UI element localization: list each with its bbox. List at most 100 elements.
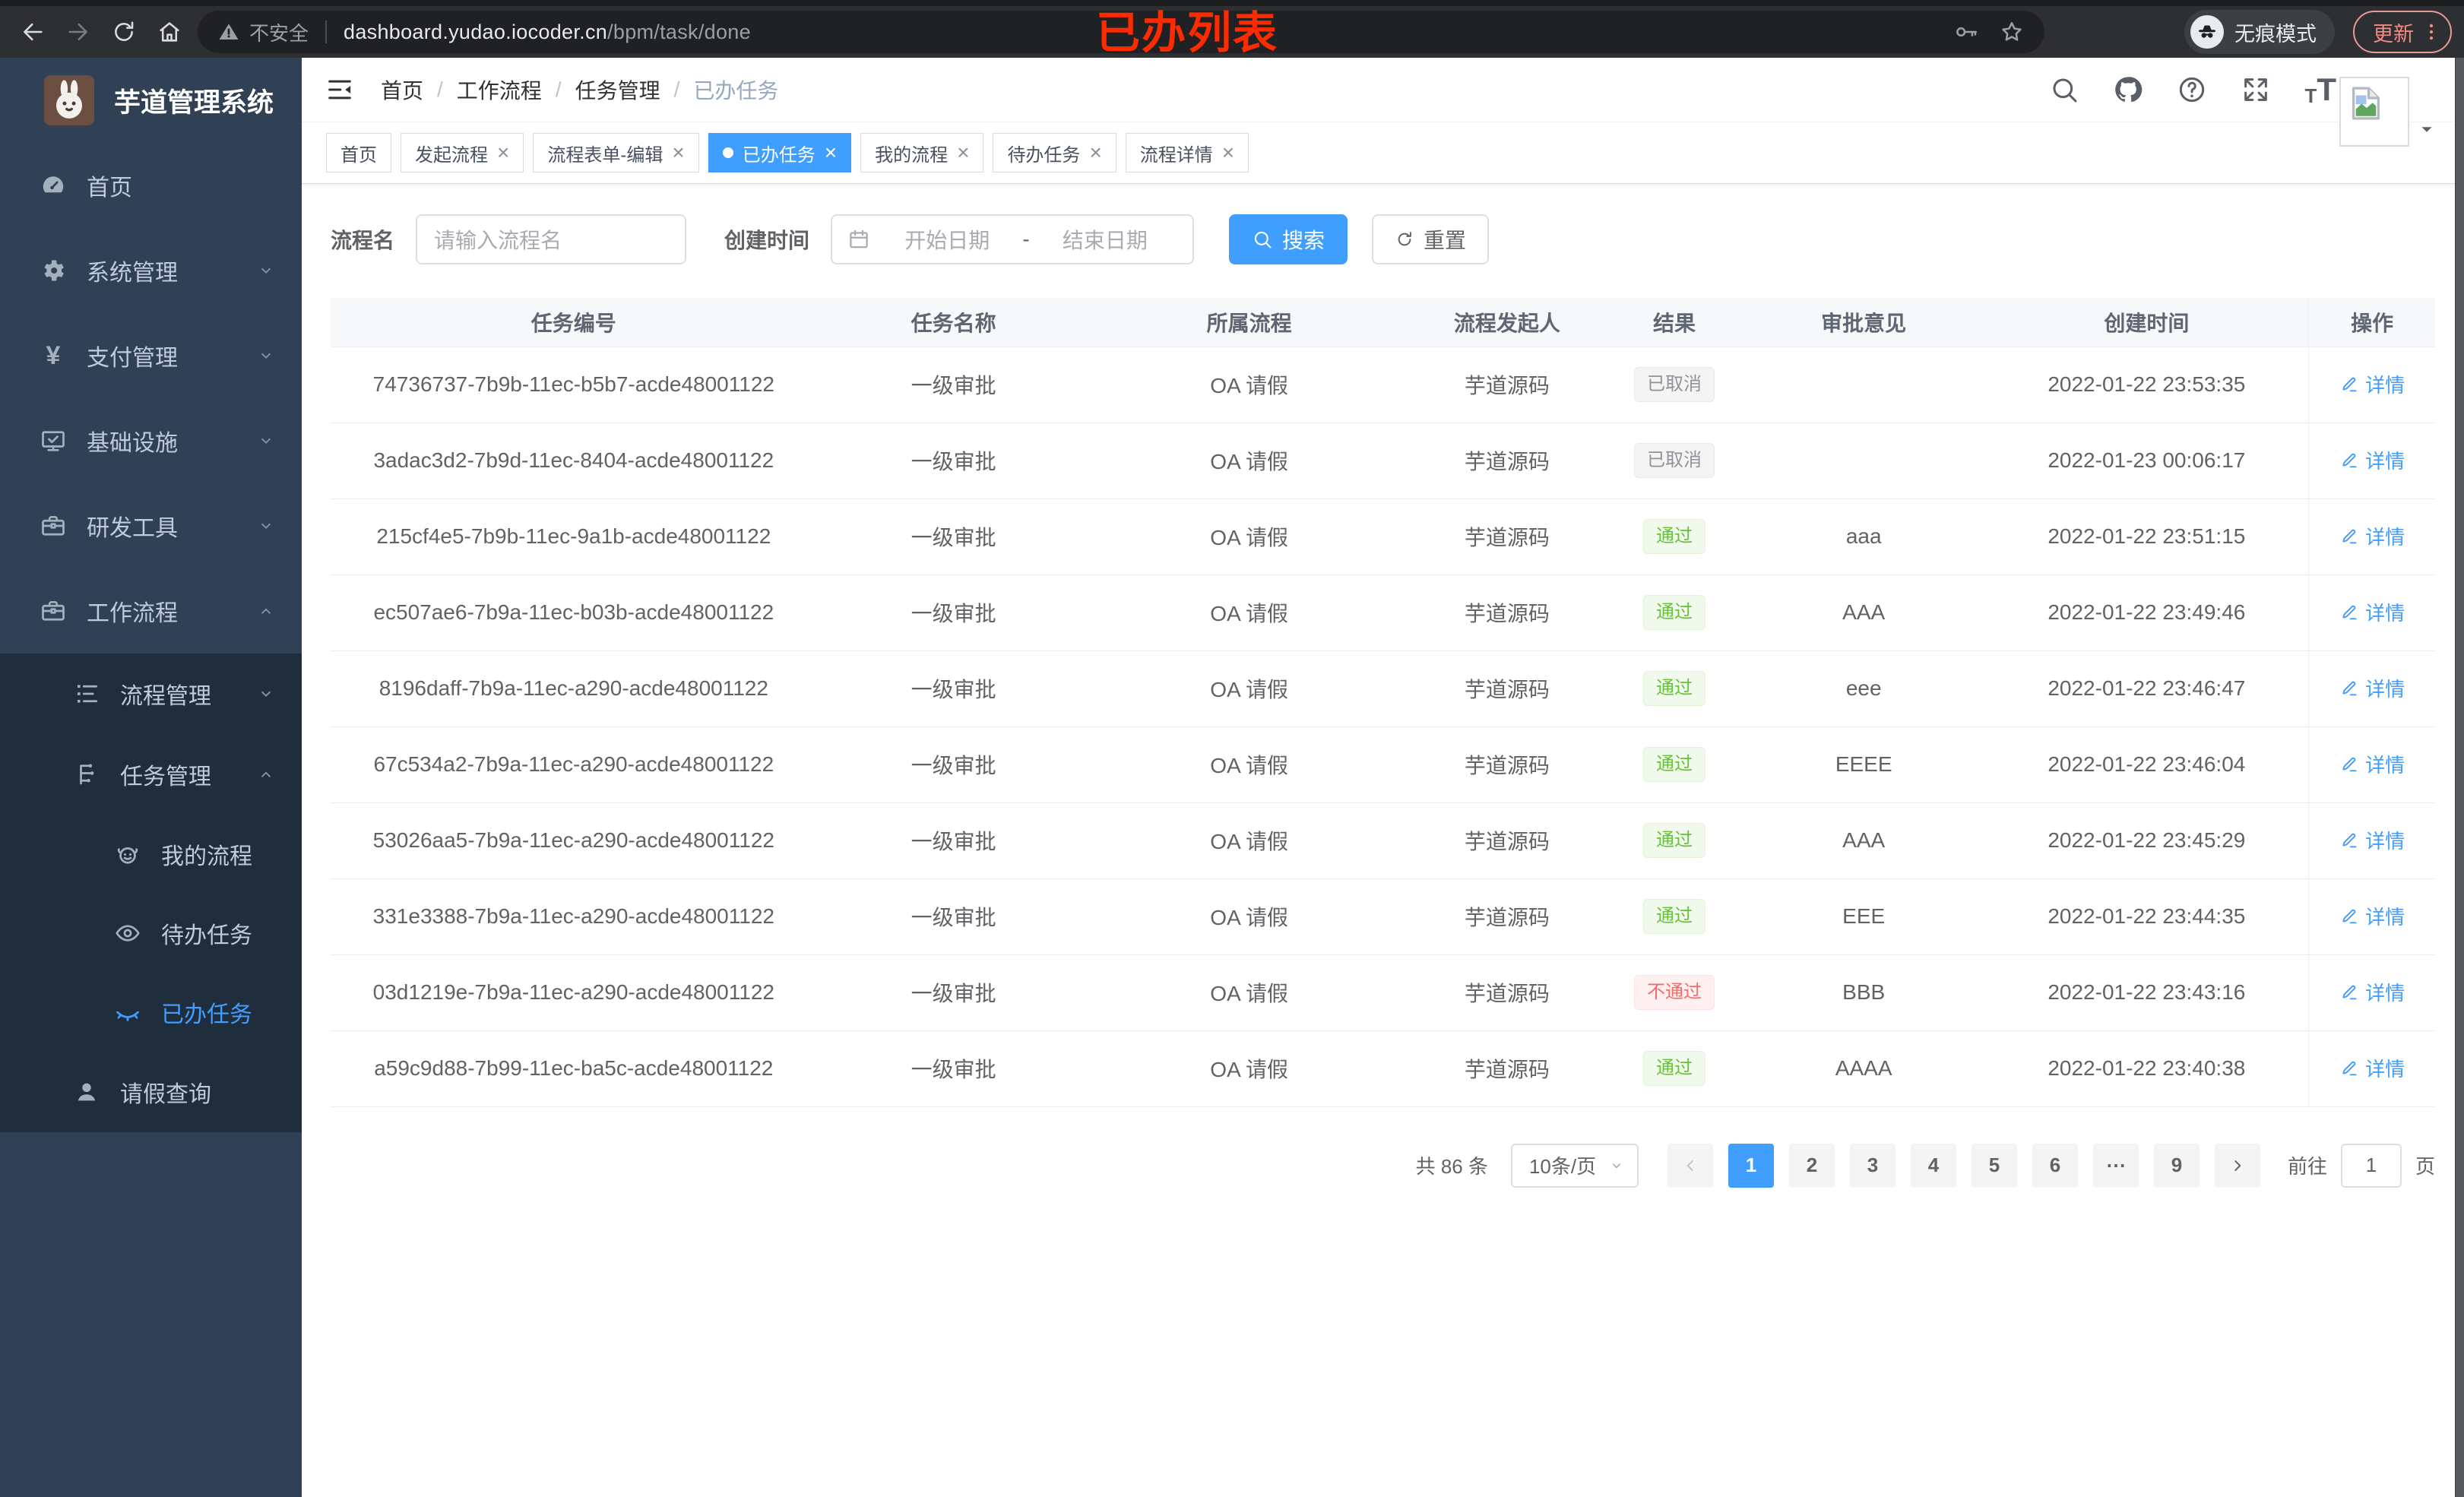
page-button-4[interactable]: 4 bbox=[1910, 1143, 1956, 1188]
more-vert-icon[interactable] bbox=[2420, 21, 2443, 43]
process-cell: OA 请假 bbox=[1090, 954, 1408, 1031]
update-button[interactable]: 更新 bbox=[2353, 11, 2452, 53]
key-icon[interactable] bbox=[1953, 19, 1979, 45]
tab-item-2[interactable]: 流程表单-编辑 × bbox=[533, 133, 699, 172]
page-button-2[interactable]: 2 bbox=[1788, 1143, 1835, 1188]
sidebar-item-9[interactable]: 待办任务 bbox=[0, 894, 302, 973]
detail-link[interactable]: 详情 bbox=[2339, 826, 2405, 854]
sidebar-item-5[interactable]: 工作流程 bbox=[0, 568, 302, 654]
close-icon[interactable]: × bbox=[824, 141, 838, 164]
app-logo-row[interactable]: 芋道管理系统 bbox=[0, 58, 302, 143]
tab-label: 我的流程 bbox=[875, 144, 949, 166]
breadcrumb-item[interactable]: 工作流程 bbox=[456, 79, 542, 103]
content-area: 流程名 请输入流程名 创建时间 开始日期 - 结束日期 搜索 重置 bbox=[302, 184, 2464, 1497]
tab-item-0[interactable]: 首页 bbox=[326, 133, 391, 172]
collapse-sidebar-icon[interactable] bbox=[325, 74, 355, 105]
sidebar-item-4[interactable]: 研发工具 bbox=[0, 483, 302, 568]
next-page-button[interactable] bbox=[2214, 1143, 2260, 1188]
back-icon[interactable] bbox=[12, 11, 53, 52]
gear-icon bbox=[40, 257, 67, 284]
create-time-cell: 2022-01-22 23:49:46 bbox=[1984, 574, 2309, 651]
home-icon[interactable] bbox=[149, 11, 190, 52]
task-id-cell: ec507ae6-7b9a-11ec-b03b-acde48001122 bbox=[331, 574, 817, 651]
tab-item-4[interactable]: 我的流程 × bbox=[860, 133, 984, 172]
breadcrumb-item[interactable]: 首页 bbox=[381, 79, 424, 103]
sidebar-item-0[interactable]: 首页 bbox=[0, 143, 302, 228]
sidebar-item-7[interactable]: 任务管理 bbox=[0, 734, 302, 815]
prev-page-button[interactable] bbox=[1667, 1143, 1713, 1188]
page-button-3[interactable]: 3 bbox=[1849, 1143, 1896, 1188]
process-name-input[interactable]: 请输入流程名 bbox=[416, 214, 687, 264]
fullscreen-icon[interactable] bbox=[2241, 74, 2271, 105]
sidebar-item-6[interactable]: 流程管理 bbox=[0, 654, 302, 734]
more-pages-button[interactable]: ⋯ bbox=[2092, 1143, 2139, 1188]
address-bar[interactable]: 不安全 dashboard.yudao.iocoder.cn /bpm/task… bbox=[198, 11, 2044, 53]
close-icon[interactable]: × bbox=[1221, 141, 1235, 164]
page-suffix: 页 bbox=[2415, 1155, 2435, 1178]
question-icon[interactable] bbox=[2177, 74, 2207, 105]
page-button-9[interactable]: 9 bbox=[2153, 1143, 2200, 1188]
sidebar-item-2[interactable]: ¥ 支付管理 bbox=[0, 313, 302, 398]
task-name-cell: 一级审批 bbox=[816, 802, 1091, 879]
chevron-up-icon bbox=[256, 764, 276, 784]
close-icon[interactable]: × bbox=[1089, 141, 1102, 164]
detail-link[interactable]: 详情 bbox=[2339, 674, 2405, 702]
create-time-cell: 2022-01-22 23:51:15 bbox=[1984, 498, 2309, 575]
detail-link[interactable]: 详情 bbox=[2339, 522, 2405, 550]
star-icon[interactable] bbox=[1999, 19, 2025, 45]
create-time-cell: 2022-01-22 23:44:35 bbox=[1984, 878, 2309, 955]
github-icon[interactable] bbox=[2113, 74, 2143, 105]
search-icon[interactable] bbox=[2049, 74, 2079, 105]
create-time-cell: 2022-01-22 23:46:47 bbox=[1984, 650, 2309, 727]
date-range-input[interactable]: 开始日期 - 结束日期 bbox=[831, 214, 1195, 264]
close-icon[interactable]: × bbox=[497, 141, 510, 164]
task-name-cell: 一级审批 bbox=[816, 498, 1091, 575]
sidebar-item-1[interactable]: 系统管理 bbox=[0, 228, 302, 313]
chevron-down-icon bbox=[256, 261, 276, 280]
dashboard-icon bbox=[40, 172, 67, 199]
reset-button[interactable]: 重置 bbox=[1372, 214, 1490, 264]
search-button[interactable]: 搜索 bbox=[1229, 214, 1348, 264]
tab-item-5[interactable]: 待办任务 × bbox=[993, 133, 1116, 172]
browser-chrome: 不安全 dashboard.yudao.iocoder.cn /bpm/task… bbox=[0, 0, 2464, 58]
task-name-cell: 一级审批 bbox=[816, 1030, 1091, 1107]
forward-icon[interactable] bbox=[58, 11, 99, 52]
page-size-select[interactable]: 10条/页 bbox=[1510, 1143, 1639, 1188]
comment-cell: eee bbox=[1742, 650, 1985, 727]
detail-link[interactable]: 详情 bbox=[2339, 1054, 2405, 1082]
close-icon[interactable]: × bbox=[672, 141, 685, 164]
caret-down-icon[interactable] bbox=[2417, 119, 2437, 139]
breadcrumb-item[interactable]: 任务管理 bbox=[575, 79, 660, 103]
edit-pen-icon bbox=[2339, 602, 2359, 622]
column-header: 操作 bbox=[2308, 298, 2435, 347]
tab-label: 首页 bbox=[340, 144, 377, 166]
detail-link[interactable]: 详情 bbox=[2339, 598, 2405, 626]
tab-item-6[interactable]: 流程详情 × bbox=[1125, 133, 1249, 172]
comment-cell: AAA bbox=[1742, 802, 1985, 879]
detail-link[interactable]: 详情 bbox=[2339, 750, 2405, 778]
refresh-icon bbox=[1395, 229, 1414, 249]
page-button-5[interactable]: 5 bbox=[1971, 1143, 2017, 1188]
sidebar-item-label: 工作流程 bbox=[87, 601, 178, 626]
task-name-cell: 一级审批 bbox=[816, 423, 1091, 499]
edit-pen-icon bbox=[2339, 526, 2359, 546]
tab-item-3[interactable]: 已办任务 × bbox=[708, 133, 852, 172]
sidebar-item-10[interactable]: 已办任务 bbox=[0, 973, 302, 1052]
browser-scrollbar[interactable] bbox=[2455, 58, 2464, 1497]
page-button-6[interactable]: 6 bbox=[2032, 1143, 2078, 1188]
sidebar-item-11[interactable]: 请假查询 bbox=[0, 1052, 302, 1132]
page-button-1[interactable]: 1 bbox=[1728, 1143, 1774, 1188]
detail-link[interactable]: 详情 bbox=[2339, 446, 2405, 474]
reload-icon[interactable] bbox=[103, 11, 144, 52]
sidebar-item-8[interactable]: 我的流程 bbox=[0, 815, 302, 894]
close-icon[interactable]: × bbox=[957, 141, 970, 164]
tab-item-1[interactable]: 发起流程 × bbox=[401, 133, 524, 172]
chevron-down-icon bbox=[256, 684, 276, 704]
detail-link[interactable]: 详情 bbox=[2339, 978, 2405, 1006]
detail-link[interactable]: 详情 bbox=[2339, 902, 2405, 930]
goto-page-input[interactable]: 1 bbox=[2340, 1143, 2402, 1188]
avatar[interactable] bbox=[2339, 77, 2409, 147]
sidebar-item-3[interactable]: 基础设施 bbox=[0, 398, 302, 483]
detail-link[interactable]: 详情 bbox=[2339, 370, 2405, 398]
